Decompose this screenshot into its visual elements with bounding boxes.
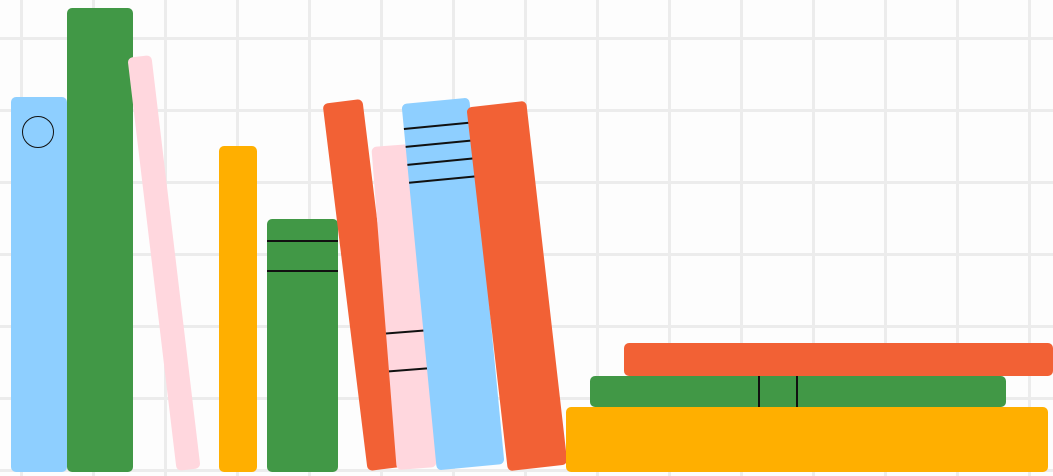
spine-stripe bbox=[405, 139, 474, 148]
book-blue-circle bbox=[11, 97, 67, 472]
spine-stripe bbox=[407, 157, 476, 166]
spine-stripe bbox=[403, 121, 472, 130]
book-green-striped bbox=[267, 219, 338, 472]
book-green-stacked bbox=[590, 376, 1006, 407]
spine-stripe bbox=[388, 367, 429, 373]
spine-line bbox=[796, 376, 798, 407]
spine-line bbox=[758, 376, 760, 407]
book-yellow-thin bbox=[219, 146, 257, 472]
circle-emblem-icon bbox=[22, 116, 54, 148]
book-orange-stacked bbox=[624, 343, 1053, 376]
spine-stripe bbox=[267, 270, 338, 272]
spine-stripe bbox=[385, 329, 426, 335]
spine-stripe bbox=[267, 240, 338, 242]
spine-stripe bbox=[408, 175, 477, 184]
book-green-tall bbox=[67, 8, 133, 472]
book-pink-leaning bbox=[127, 55, 201, 471]
book-yellow-stacked bbox=[566, 407, 1048, 472]
